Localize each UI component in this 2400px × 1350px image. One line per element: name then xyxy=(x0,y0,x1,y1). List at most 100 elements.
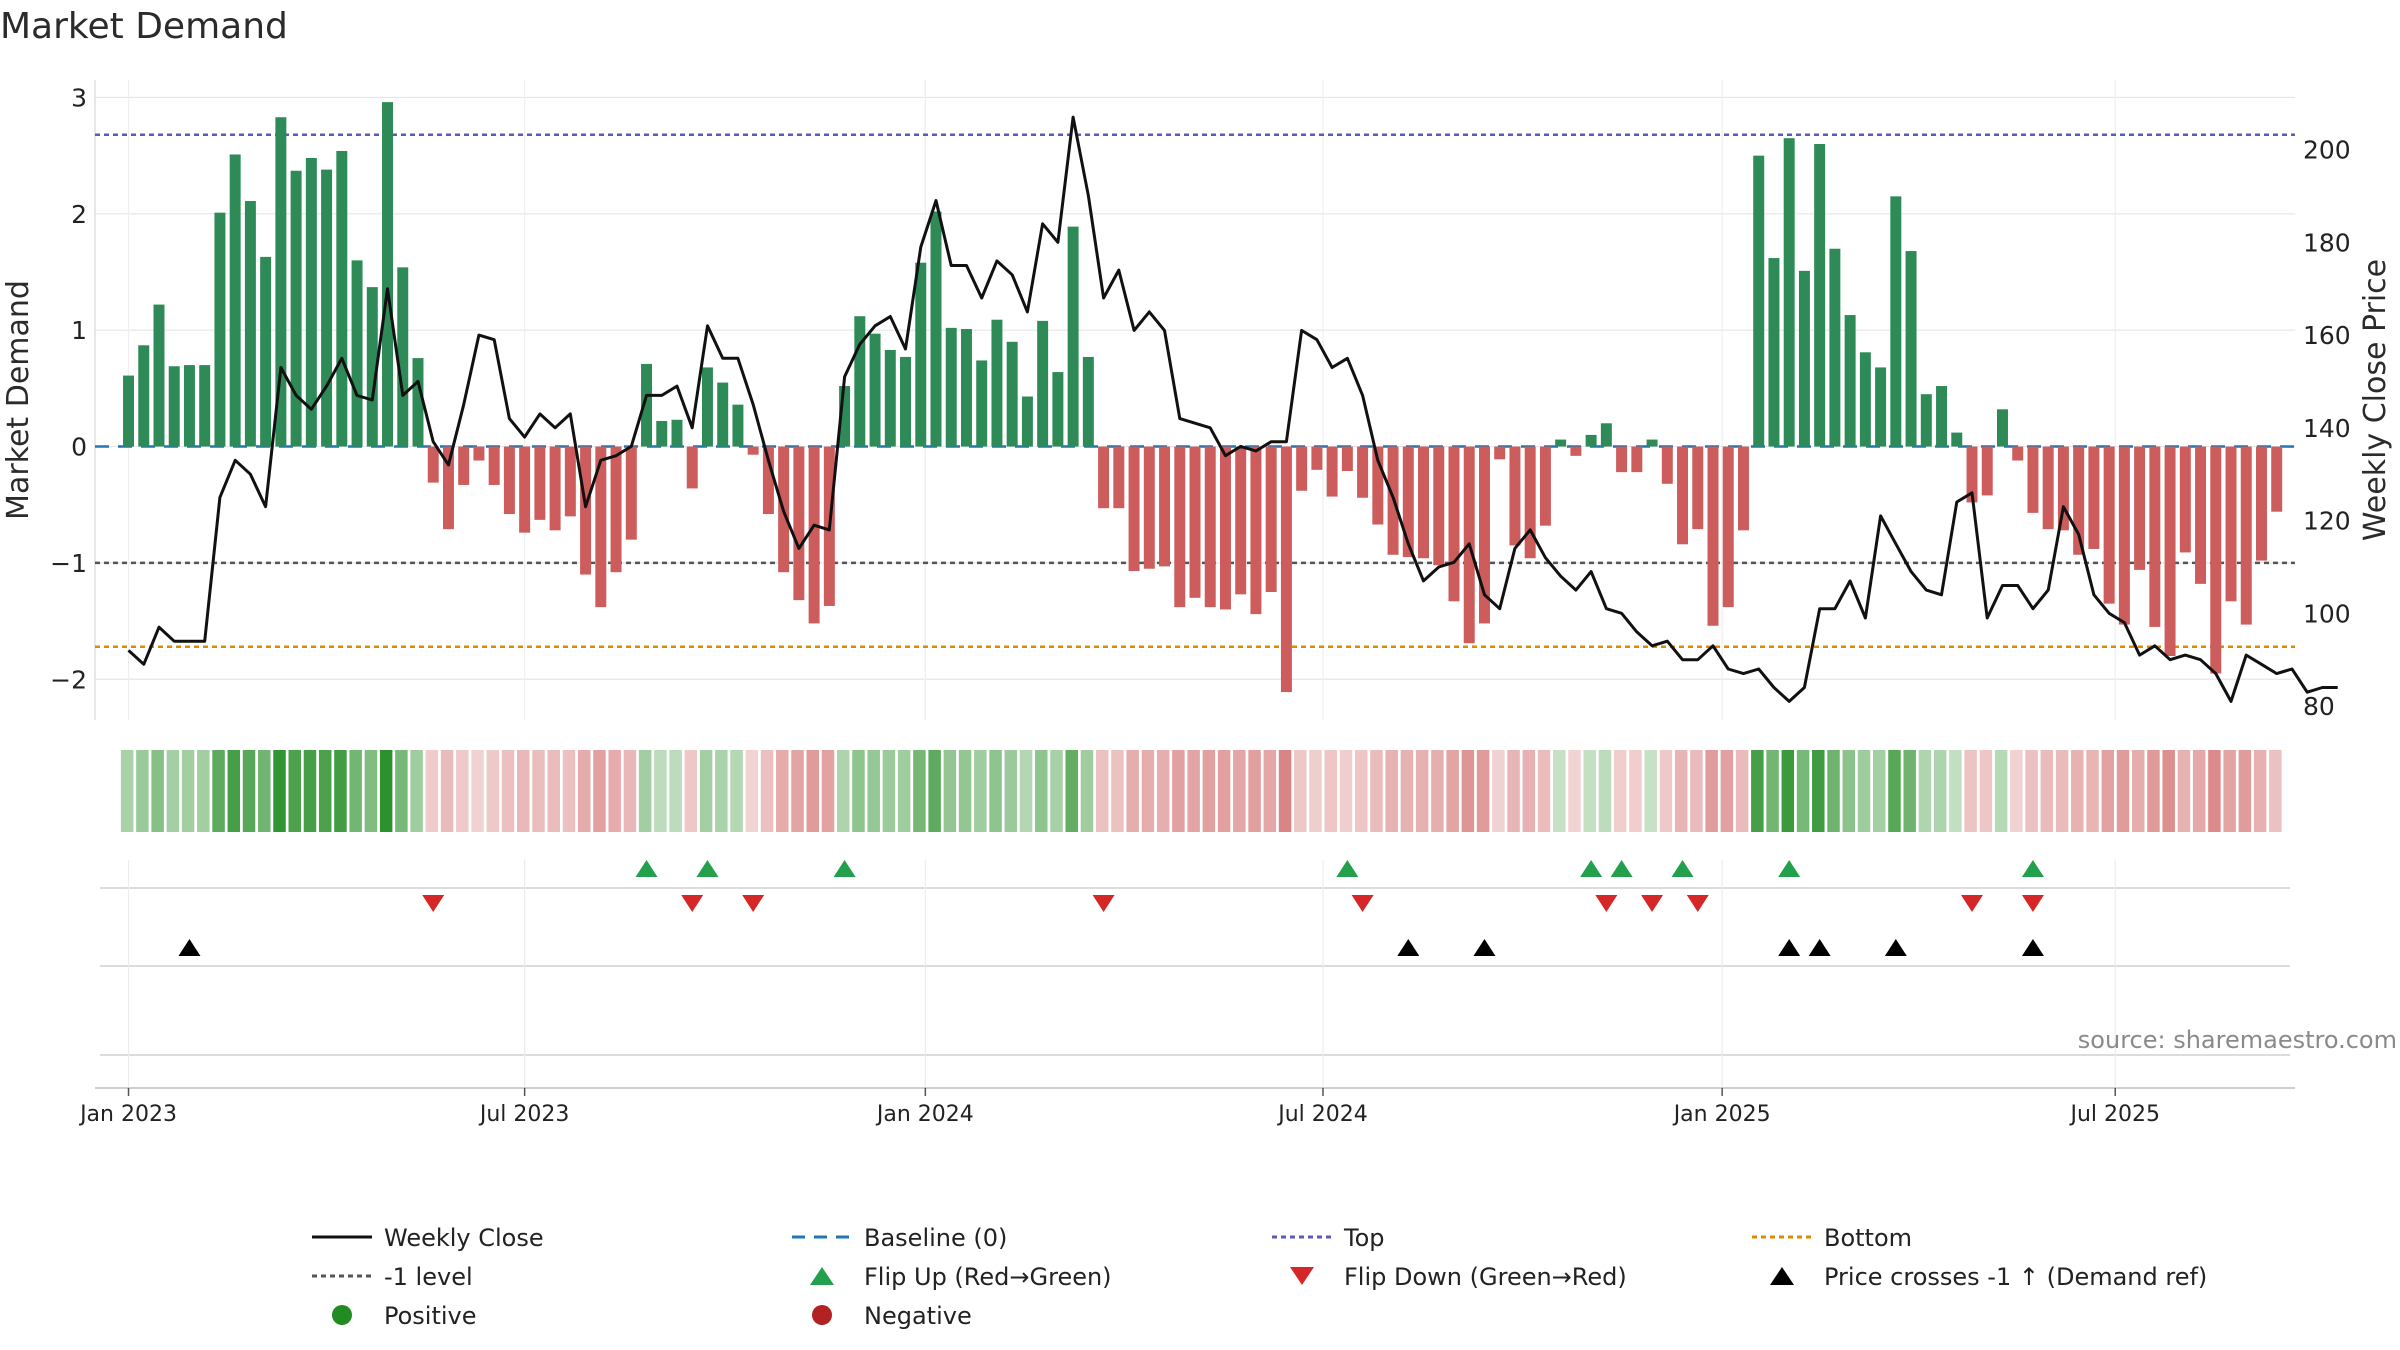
legend-label: Bottom xyxy=(1824,1224,1912,1252)
strip-cell xyxy=(974,750,987,832)
strip-cell xyxy=(1933,750,1947,832)
legend-item: Weekly Close xyxy=(312,1224,544,1252)
legend-item: Flip Down (Green→Red) xyxy=(1290,1263,1627,1291)
demand-bar xyxy=(1189,446,1201,598)
demand-bar xyxy=(671,419,683,447)
strip-cell xyxy=(776,750,789,832)
demand-bar xyxy=(1509,446,1521,546)
strip-cell xyxy=(1766,750,1779,832)
demand-heat-strip xyxy=(120,750,2282,832)
strip-cell xyxy=(577,750,591,832)
strip-cell xyxy=(1385,750,1398,832)
strip-cell xyxy=(120,750,134,832)
demand-bar xyxy=(260,256,272,447)
legend-swatch-circle xyxy=(332,1305,352,1325)
strip-cell xyxy=(730,750,743,832)
strip-cell xyxy=(288,750,301,832)
demand-bar xyxy=(1539,446,1551,526)
demand-bar xyxy=(2042,446,2054,530)
strip-cell xyxy=(486,750,500,832)
legend-swatch-triangle-down xyxy=(1290,1267,1314,1285)
demand-bar xyxy=(1737,446,1749,531)
legend-swatch-circle xyxy=(812,1305,832,1325)
demand-bar xyxy=(2134,446,2146,570)
strip-cell xyxy=(1217,750,1231,832)
strip-cell xyxy=(1751,750,1764,832)
strip-cell xyxy=(1294,750,1307,832)
demand-bar xyxy=(762,446,774,515)
right-y-ticks: 200 180 160 140 120 100 80 xyxy=(2303,136,2351,722)
demand-bar xyxy=(1936,386,1948,447)
strip-cell xyxy=(2101,750,2115,832)
demand-bar xyxy=(1920,394,1932,447)
strip-cell xyxy=(334,750,347,832)
strip-cell xyxy=(1613,750,1627,832)
demand-bar xyxy=(1098,446,1110,509)
demand-bar xyxy=(991,319,1003,447)
strip-cell xyxy=(1720,750,1734,832)
demand-bar xyxy=(976,360,988,447)
flip-up-marker xyxy=(1336,860,1359,877)
strip-cell xyxy=(1629,750,1642,832)
demand-bar xyxy=(336,150,348,447)
demand-bar xyxy=(610,446,622,573)
strip-cell xyxy=(1309,750,1322,832)
demand-bar xyxy=(1875,367,1887,447)
legend-label: Flip Down (Green→Red) xyxy=(1344,1263,1627,1291)
demand-bar xyxy=(1311,446,1323,470)
strip-cell xyxy=(1781,750,1795,832)
demand-bar xyxy=(915,262,927,447)
legend-label: -1 level xyxy=(384,1263,473,1291)
legend-label: Positive xyxy=(384,1302,477,1330)
legend-label: Price crosses -1 ↑ (Demand ref) xyxy=(1824,1263,2207,1291)
demand-bars xyxy=(123,102,2283,693)
strip-cell xyxy=(1507,750,1520,832)
strip-cell xyxy=(166,750,180,832)
demand-bar xyxy=(1296,446,1308,491)
strip-cell xyxy=(258,750,271,832)
strip-cell xyxy=(897,750,911,832)
demand-bar xyxy=(168,366,180,447)
demand-bar xyxy=(960,329,972,447)
price-cross-marker xyxy=(1884,939,1907,956)
strip-cell xyxy=(2238,750,2252,832)
strip-cell xyxy=(1964,750,1977,832)
x-tick-label: Jan 2023 xyxy=(78,1102,177,1127)
strip-cell xyxy=(715,750,728,832)
legend-item: -1 level xyxy=(312,1263,473,1291)
demand-bar xyxy=(1174,446,1186,608)
demand-bar xyxy=(595,446,607,608)
strip-cell xyxy=(2192,750,2206,832)
strip-cell xyxy=(1126,750,1139,832)
strip-cell xyxy=(654,750,667,832)
demand-bar xyxy=(2271,446,2283,512)
demand-bar xyxy=(214,212,226,447)
strip-cell xyxy=(1324,750,1337,832)
right-tick-label: 120 xyxy=(2303,507,2351,536)
demand-bar xyxy=(1021,396,1033,447)
demand-bar xyxy=(2012,446,2024,461)
x-tick-label: Jul 2023 xyxy=(478,1102,570,1127)
demand-bar xyxy=(1677,446,1689,545)
x-tick-label: Jul 2025 xyxy=(2068,1102,2160,1127)
demand-bar xyxy=(199,365,211,447)
strip-cell xyxy=(1141,750,1155,832)
strip-cell xyxy=(303,750,317,832)
price-cross-marker xyxy=(1808,939,1831,956)
demand-bar xyxy=(473,446,485,461)
strip-cell xyxy=(395,750,408,832)
demand-bar xyxy=(153,304,165,447)
strip-cell xyxy=(2010,750,2023,832)
left-tick-label: 1 xyxy=(71,316,87,345)
strip-cell xyxy=(1674,750,1688,832)
strip-cell xyxy=(151,750,164,832)
strip-cell xyxy=(593,750,606,832)
left-tick-label: 3 xyxy=(71,83,87,112)
demand-bar xyxy=(1600,423,1612,447)
demand-bar xyxy=(1082,356,1094,447)
demand-bar xyxy=(1037,320,1049,447)
demand-bar xyxy=(1890,196,1902,447)
weekly-close-path xyxy=(127,115,2338,703)
strip-cell xyxy=(1278,750,1292,832)
